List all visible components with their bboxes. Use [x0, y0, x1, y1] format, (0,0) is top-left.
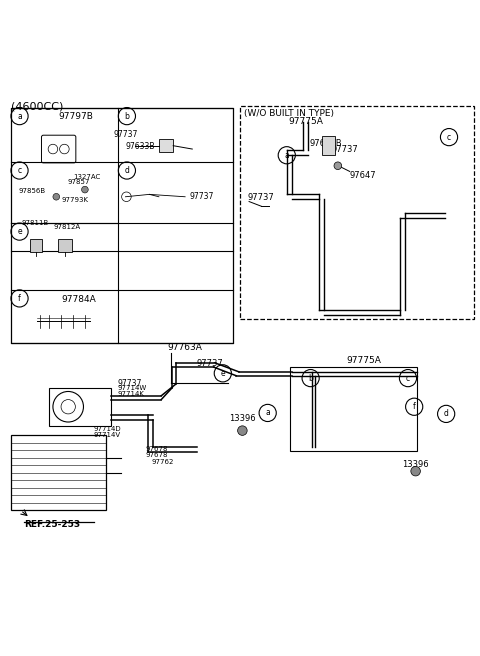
- Text: (4600CC): (4600CC): [11, 101, 63, 112]
- Text: 97793K: 97793K: [62, 197, 89, 203]
- Bar: [11, 436, 107, 510]
- Circle shape: [53, 194, 60, 200]
- Text: 97775A: 97775A: [347, 356, 382, 365]
- Bar: [322, 136, 336, 155]
- Text: 97737: 97737: [332, 145, 359, 154]
- Text: 97633B: 97633B: [309, 138, 342, 148]
- Bar: [58, 239, 72, 252]
- Text: a: a: [284, 151, 289, 160]
- Text: e: e: [220, 369, 225, 378]
- Circle shape: [334, 162, 342, 169]
- Circle shape: [411, 466, 420, 476]
- Text: e: e: [17, 227, 22, 236]
- Text: 97856B: 97856B: [18, 188, 45, 194]
- Text: 97737: 97737: [113, 129, 138, 138]
- Text: 97714D: 97714D: [94, 426, 121, 432]
- Text: 97678: 97678: [146, 446, 168, 453]
- Text: 97784A: 97784A: [61, 295, 96, 304]
- Text: a: a: [17, 112, 22, 121]
- Text: 97714K: 97714K: [118, 391, 144, 397]
- Text: 97647: 97647: [350, 171, 376, 180]
- Text: c: c: [406, 374, 410, 382]
- Text: 97737: 97737: [118, 379, 142, 388]
- Text: 97811B: 97811B: [22, 220, 48, 226]
- Text: d: d: [124, 166, 129, 175]
- Text: f: f: [413, 402, 416, 411]
- Text: 97737: 97737: [196, 359, 223, 368]
- Bar: [30, 239, 42, 252]
- Text: 97714V: 97714V: [94, 432, 121, 438]
- Text: a: a: [265, 409, 270, 417]
- Text: 97714W: 97714W: [118, 385, 147, 391]
- Text: 97678: 97678: [146, 452, 168, 458]
- Text: 97857: 97857: [68, 179, 90, 185]
- Text: b: b: [308, 374, 313, 382]
- Bar: [49, 388, 111, 426]
- Text: 97737: 97737: [190, 192, 214, 201]
- Bar: [290, 367, 417, 451]
- Text: 1327AC: 1327AC: [73, 174, 101, 180]
- Text: 97775A: 97775A: [288, 117, 324, 126]
- Text: REF.25-253: REF.25-253: [24, 520, 81, 529]
- Bar: [159, 139, 173, 152]
- Text: f: f: [18, 294, 21, 303]
- Text: 13396: 13396: [229, 415, 256, 423]
- Text: c: c: [447, 133, 451, 142]
- Text: c: c: [17, 166, 22, 175]
- Text: 97763A: 97763A: [167, 343, 202, 352]
- Text: 97737: 97737: [247, 194, 274, 203]
- Text: 97812A: 97812A: [54, 224, 81, 230]
- Text: 97633B: 97633B: [125, 142, 155, 151]
- Text: 13396: 13396: [402, 460, 429, 469]
- Text: (W/O BUILT IN TYPE): (W/O BUILT IN TYPE): [244, 110, 334, 119]
- Text: 97762: 97762: [152, 459, 174, 464]
- Circle shape: [238, 426, 247, 436]
- Circle shape: [82, 186, 88, 193]
- Text: d: d: [444, 409, 449, 419]
- Bar: [240, 106, 474, 319]
- Text: 97797B: 97797B: [58, 112, 93, 121]
- Bar: [11, 108, 233, 343]
- Text: b: b: [124, 112, 129, 121]
